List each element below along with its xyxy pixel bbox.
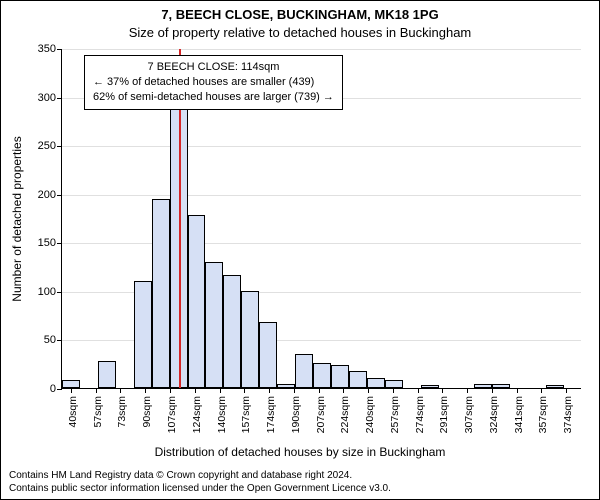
x-tick-mark [541, 388, 542, 393]
x-tick-mark [393, 388, 394, 393]
y-tick-label: 50 [44, 334, 62, 346]
histogram-bar [474, 384, 492, 388]
x-tick-mark [418, 388, 419, 393]
footer-line2: Contains public sector information licen… [9, 482, 391, 495]
gridline [62, 146, 581, 147]
histogram-bar [385, 380, 403, 388]
x-tick-mark [269, 388, 270, 393]
x-tick-label: 224sqm [339, 396, 351, 433]
x-tick-mark [492, 388, 493, 393]
x-tick-label: 357sqm [537, 396, 549, 433]
x-tick-label: 190sqm [290, 396, 302, 433]
x-tick-mark [195, 388, 196, 393]
x-tick-mark [120, 388, 121, 393]
x-tick-label: 107sqm [166, 396, 178, 433]
y-tick-label: 100 [38, 286, 62, 298]
histogram-bar [421, 385, 439, 388]
plot-inner: 05010015020025030035040sqm57sqm73sqm90sq… [61, 49, 581, 389]
x-tick-label: 124sqm [191, 396, 203, 433]
x-tick-label: 40sqm [67, 396, 79, 428]
histogram-bar [295, 354, 313, 388]
x-tick-mark [294, 388, 295, 393]
y-axis-label: Number of detached properties [10, 136, 24, 301]
histogram-bar [331, 365, 349, 388]
x-tick-mark [368, 388, 369, 393]
histogram-bar [62, 380, 80, 388]
histogram-bar [367, 378, 385, 388]
page-title-line1: 7, BEECH CLOSE, BUCKINGHAM, MK18 1PG [1, 7, 599, 22]
x-tick-label: 257sqm [389, 396, 401, 433]
x-tick-label: 157sqm [240, 396, 252, 433]
x-tick-mark [343, 388, 344, 393]
x-tick-label: 174sqm [265, 396, 277, 433]
x-tick-label: 73sqm [116, 396, 128, 428]
histogram-bar [134, 281, 152, 388]
chart-container: 7, BEECH CLOSE, BUCKINGHAM, MK18 1PG Siz… [0, 0, 600, 500]
histogram-bar [98, 361, 116, 388]
histogram-bar [223, 275, 241, 388]
y-tick-label: 300 [38, 92, 62, 104]
x-tick-label: 90sqm [141, 396, 153, 428]
x-tick-label: 274sqm [414, 396, 426, 433]
histogram-bar [152, 199, 170, 388]
gridline [62, 195, 581, 196]
y-tick-label: 0 [50, 383, 62, 395]
histogram-bar [259, 322, 277, 388]
x-tick-label: 240sqm [364, 396, 376, 433]
x-tick-mark [319, 388, 320, 393]
x-tick-label: 207sqm [315, 396, 327, 433]
gridline [62, 49, 581, 50]
histogram-bar [313, 363, 331, 388]
y-tick-label: 150 [38, 237, 62, 249]
histogram-bar [188, 215, 206, 388]
plot-area: 05010015020025030035040sqm57sqm73sqm90sq… [61, 49, 581, 389]
x-axis-label: Distribution of detached houses by size … [1, 445, 599, 459]
footer-line1: Contains HM Land Registry data © Crown c… [9, 469, 391, 482]
x-tick-mark [170, 388, 171, 393]
x-tick-label: 307sqm [463, 396, 475, 433]
x-tick-mark [145, 388, 146, 393]
y-tick-label: 250 [38, 140, 62, 152]
x-tick-label: 374sqm [562, 396, 574, 433]
histogram-bar [492, 384, 510, 388]
page-title-line2: Size of property relative to detached ho… [1, 25, 599, 40]
info-box-line: ← 37% of detached houses are smaller (43… [93, 75, 334, 90]
x-tick-label: 324sqm [488, 396, 500, 433]
x-tick-mark [517, 388, 518, 393]
info-box: 7 BEECH CLOSE: 114sqm← 37% of detached h… [84, 55, 343, 110]
info-box-line: 7 BEECH CLOSE: 114sqm [93, 60, 334, 75]
histogram-bar [349, 371, 367, 388]
x-tick-mark [566, 388, 567, 393]
x-tick-mark [220, 388, 221, 393]
histogram-bar [241, 291, 259, 388]
x-tick-label: 341sqm [513, 396, 525, 433]
histogram-bar [205, 262, 223, 388]
x-tick-mark [244, 388, 245, 393]
x-tick-label: 140sqm [216, 396, 228, 433]
x-tick-mark [71, 388, 72, 393]
x-tick-mark [467, 388, 468, 393]
footer-credits: Contains HM Land Registry data © Crown c… [9, 469, 391, 495]
histogram-bar [277, 384, 295, 388]
x-tick-mark [442, 388, 443, 393]
gridline [62, 243, 581, 244]
x-tick-label: 291sqm [438, 396, 450, 433]
y-tick-label: 350 [38, 43, 62, 55]
y-tick-label: 200 [38, 189, 62, 201]
x-tick-label: 57sqm [92, 396, 104, 428]
info-box-line: 62% of semi-detached houses are larger (… [93, 90, 334, 105]
x-tick-mark [96, 388, 97, 393]
histogram-bar [546, 385, 564, 388]
